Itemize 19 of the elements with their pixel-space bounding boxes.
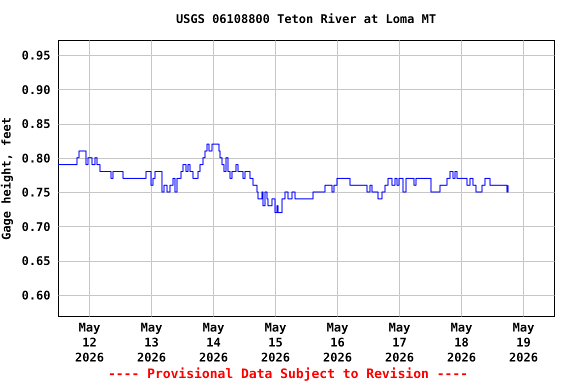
chart-title: USGS 06108800 Teton River at Loma MT [176, 12, 436, 26]
x-tick-label: May 16 2026 [323, 320, 352, 364]
x-tick-label: May 19 2026 [509, 320, 538, 364]
x-tick-label: May 15 2026 [261, 320, 290, 364]
y-axis-title: Gage height, feet [0, 117, 14, 240]
y-tick-label: 0.80 [22, 151, 50, 166]
text: ---- Provisional Data Subject to Revision ---- [106, 367, 470, 382]
y-tick-label: 0.85 [22, 117, 50, 132]
x-tick-label: May 14 2026 [199, 320, 228, 364]
y-tick-label: 0.70 [22, 220, 50, 234]
x-tick-label: May 17 2026 [385, 320, 414, 364]
y-tick-label: 0.60 [22, 288, 50, 302]
y-tick-label: 0.65 [22, 254, 50, 268]
x-tick-label: May 13 2026 [137, 320, 166, 364]
y-tick-label: 0.95 [22, 48, 50, 63]
y-tick-label: 0.75 [22, 186, 50, 200]
x-tick-label: May 12 2026 [75, 320, 104, 364]
x-tick-label: May 18 2026 [447, 320, 476, 364]
y-tick-label: 0.90 [22, 82, 50, 97]
